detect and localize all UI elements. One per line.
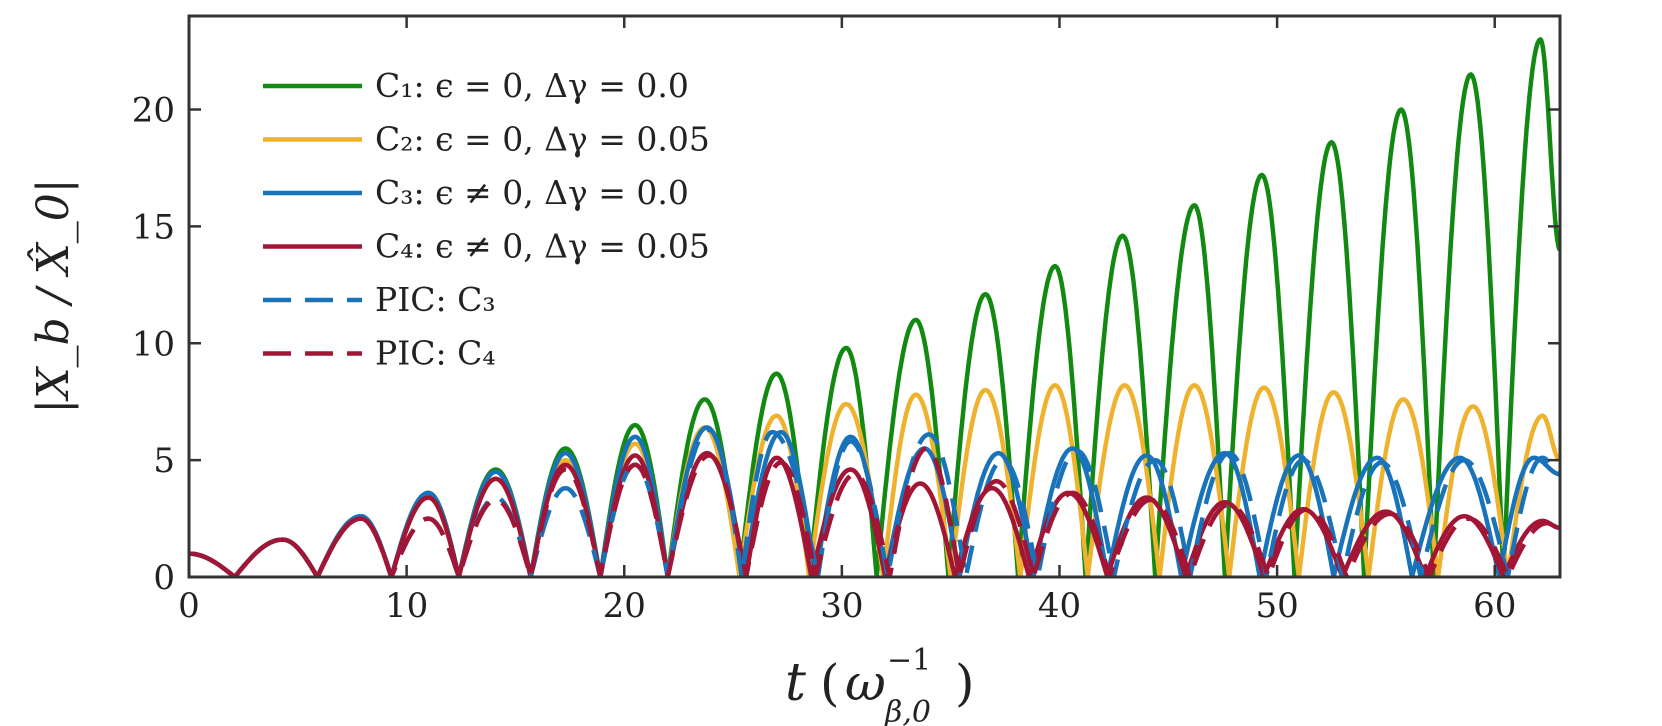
series-line-pic-c4 (189, 446, 1560, 577)
x-tick-label: 40 (1038, 586, 1081, 626)
legend-label-pic-c3: PIC: C₃ (375, 280, 496, 319)
x-axis-title: t ( ω −1 β,0 ) (785, 643, 975, 726)
x-tick-label: 20 (603, 586, 646, 626)
y-tick-label: 20 (132, 91, 175, 131)
x-axis-title-paren-open: ( (820, 654, 840, 712)
legend-label-c4: C₄: ϵ ≠ 0, Δγ = 0.05 (375, 227, 710, 266)
legend-label-c3: C₃: ϵ ≠ 0, Δγ = 0.0 (375, 173, 689, 212)
legend-label-pic-c4: PIC: C₄ (375, 334, 496, 373)
plot-frame (187, 14, 1562, 579)
y-tick-label: 10 (132, 324, 175, 364)
legend-label-c1: C₁: ϵ = 0, Δγ = 0.0 (375, 66, 689, 105)
series-line-c4 (189, 450, 1560, 577)
x-axis-title-sub: β,0 (884, 695, 931, 726)
ticks-layer: 0 10 20 30 40 50 60 0 5 10 15 20 (132, 16, 1560, 626)
legend-label-c2: C₂: ϵ = 0, Δγ = 0.05 (375, 120, 710, 159)
series-layer (189, 37, 1560, 577)
x-tick-label: 30 (820, 586, 863, 626)
x-axis-title-sup: −1 (887, 643, 931, 678)
x-tick-label: 0 (178, 586, 200, 626)
x-axis-title-base: ω (845, 654, 886, 712)
x-axis-title-paren-close: ) (955, 654, 975, 712)
x-tick-label: 50 (1255, 586, 1298, 626)
x-tick-label: 10 (385, 586, 428, 626)
y-tick-label: 5 (153, 441, 175, 481)
y-tick-label: 0 (153, 558, 175, 598)
y-tick-label: 15 (132, 207, 175, 247)
legend: C₁: ϵ = 0, Δγ = 0.0 C₂: ϵ = 0, Δγ = 0.05 C… (263, 66, 710, 373)
x-axis-title-main: t (785, 653, 806, 713)
x-tick-label: 60 (1473, 586, 1516, 626)
y-axis-title: |X_b / X̂_0| (26, 178, 79, 413)
